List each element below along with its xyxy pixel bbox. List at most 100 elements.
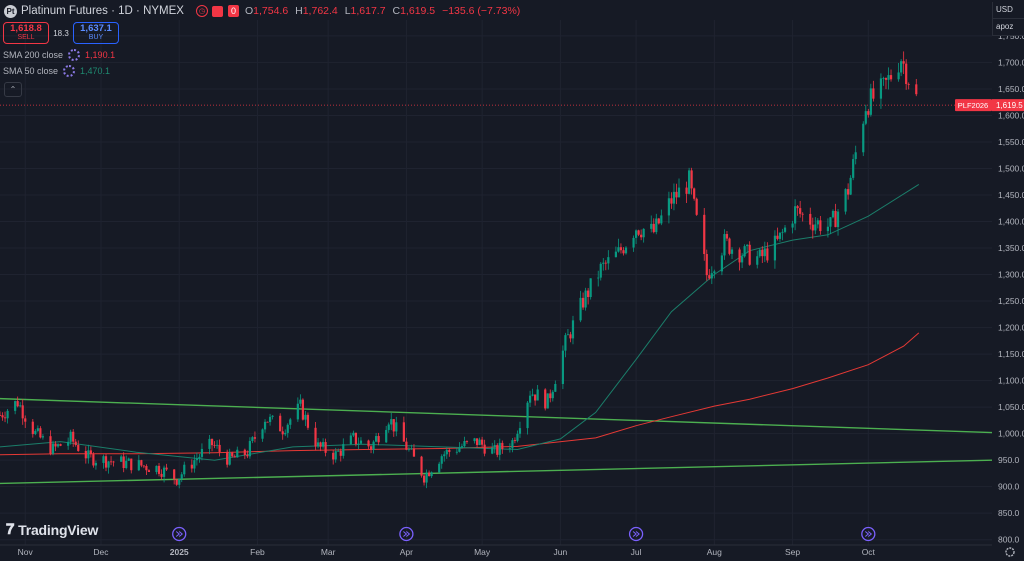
unit-label[interactable]: apoz bbox=[993, 19, 1024, 36]
candle-body bbox=[173, 469, 176, 480]
candle-body bbox=[614, 251, 617, 258]
candle-body bbox=[604, 262, 607, 264]
candle-body bbox=[390, 419, 393, 425]
event-marker-icon bbox=[861, 526, 876, 542]
candle-body bbox=[407, 449, 411, 450]
candle-body bbox=[49, 436, 52, 454]
trendlines[interactable] bbox=[0, 397, 993, 485]
candle-body bbox=[198, 456, 201, 459]
candle-body bbox=[54, 443, 57, 447]
candle-body bbox=[496, 445, 499, 455]
candle-body bbox=[526, 402, 529, 429]
y-tick-label: 1,350.0 bbox=[998, 243, 1024, 253]
candle-body bbox=[852, 159, 855, 178]
open-value: 1,754.6 bbox=[253, 5, 289, 17]
candle-body bbox=[670, 198, 673, 204]
currency-selector[interactable]: USD apoz bbox=[992, 2, 1024, 36]
indicator-sma50[interactable]: SMA 50 close 1,470.1 bbox=[3, 64, 110, 78]
candle-body bbox=[218, 444, 221, 452]
candle-body bbox=[465, 441, 469, 442]
candle-body bbox=[321, 442, 325, 447]
candle-body bbox=[690, 170, 693, 189]
grid bbox=[0, 20, 992, 545]
candle-body bbox=[816, 220, 819, 225]
candle-body bbox=[501, 442, 504, 449]
candle-body bbox=[801, 213, 804, 215]
y-tick-label: 1,700.0 bbox=[998, 57, 1024, 67]
candle-body bbox=[215, 444, 219, 446]
alert-badge[interactable]: 0 bbox=[227, 5, 239, 17]
candle-body bbox=[589, 278, 592, 298]
time-axis[interactable]: Nov Dec 2025 Feb Mar Apr May Jun Jul Aug Sep Oct bbox=[0, 544, 992, 557]
sell-button[interactable]: 1,618.8 SELL bbox=[3, 22, 49, 44]
candle-body bbox=[6, 410, 9, 419]
price-axis-bg bbox=[992, 0, 1024, 561]
x-tick-label: Jul bbox=[631, 547, 642, 557]
candle-body bbox=[738, 249, 741, 263]
candle-body bbox=[430, 472, 433, 477]
candle-body bbox=[571, 320, 575, 339]
y-tick-label: 1,400.0 bbox=[998, 217, 1024, 227]
candle-body bbox=[268, 416, 272, 423]
candle-body bbox=[448, 449, 451, 452]
candle-body bbox=[210, 438, 214, 446]
candle-body bbox=[24, 418, 27, 422]
chart-header: Pt Platinum Futures · 1D · NYMEX ◷ 0 O1,… bbox=[4, 3, 524, 19]
candle-body bbox=[905, 63, 908, 85]
candle-body bbox=[566, 334, 570, 336]
candle-body bbox=[685, 187, 688, 194]
currency-label[interactable]: USD bbox=[993, 2, 1024, 19]
candle-body bbox=[243, 449, 246, 456]
candle-body bbox=[195, 458, 198, 461]
candle-body bbox=[763, 248, 766, 257]
candle-body bbox=[624, 247, 628, 254]
spread-value: 18.3 bbox=[53, 28, 69, 38]
market-status-icon[interactable]: ◷ bbox=[195, 5, 208, 17]
candle-body bbox=[332, 452, 335, 460]
candle-body bbox=[109, 461, 113, 463]
candle-body bbox=[587, 290, 590, 298]
candle-body bbox=[695, 198, 698, 215]
indicator-settings-icon[interactable] bbox=[63, 65, 76, 77]
candle-body bbox=[77, 445, 80, 451]
symbol-title[interactable]: Platinum Futures · 1D · NYMEX bbox=[21, 5, 184, 17]
candle-body bbox=[165, 467, 168, 470]
flag-icon[interactable] bbox=[211, 5, 223, 17]
candle-body bbox=[518, 428, 522, 434]
indicator-sma200[interactable]: SMA 200 close 1,190.1 bbox=[3, 48, 115, 62]
candle-body bbox=[107, 461, 110, 468]
chart-settings-icon bbox=[1005, 547, 1015, 557]
close-value: 1,619.5 bbox=[400, 5, 436, 17]
collapse-legend-button[interactable]: ⌃ bbox=[4, 82, 22, 97]
price-axis[interactable]: 800.0 850.0 900.0 950.0 1,000.0 1,050.0 1,100.… bbox=[992, 0, 1024, 561]
candle-body bbox=[879, 78, 883, 99]
candle-body bbox=[481, 439, 484, 445]
candle-body bbox=[120, 456, 123, 462]
buy-button[interactable]: 1,637.1 BUY bbox=[73, 22, 119, 44]
candle-body bbox=[847, 189, 850, 195]
candle-body bbox=[157, 465, 161, 474]
candle-body bbox=[778, 232, 782, 239]
candle-body bbox=[597, 277, 600, 279]
candle-body bbox=[385, 429, 388, 443]
event-markers[interactable] bbox=[172, 526, 876, 542]
current-price-line: PLF2026 bbox=[0, 99, 992, 112]
candle-body bbox=[887, 75, 890, 80]
candle-body bbox=[193, 460, 196, 469]
candle-body bbox=[261, 429, 264, 439]
symbol-tag-bg bbox=[955, 99, 992, 112]
candle-body bbox=[236, 449, 239, 458]
x-tick-label: Sep bbox=[785, 547, 800, 557]
indicator-settings-icon[interactable] bbox=[68, 49, 81, 61]
candle-body bbox=[125, 460, 128, 468]
candle-body bbox=[660, 215, 663, 224]
candle-body bbox=[703, 214, 706, 255]
y-tick-label: 800.0 bbox=[998, 535, 1020, 545]
tradingview-logo[interactable]: 𝟕 TradingView bbox=[6, 521, 98, 538]
candles bbox=[0, 51, 918, 489]
candle-body bbox=[652, 223, 655, 233]
y-tick-label: 1,100.0 bbox=[998, 376, 1024, 386]
candle-body bbox=[549, 393, 552, 399]
y-tick-label: 1,000.0 bbox=[998, 429, 1024, 439]
